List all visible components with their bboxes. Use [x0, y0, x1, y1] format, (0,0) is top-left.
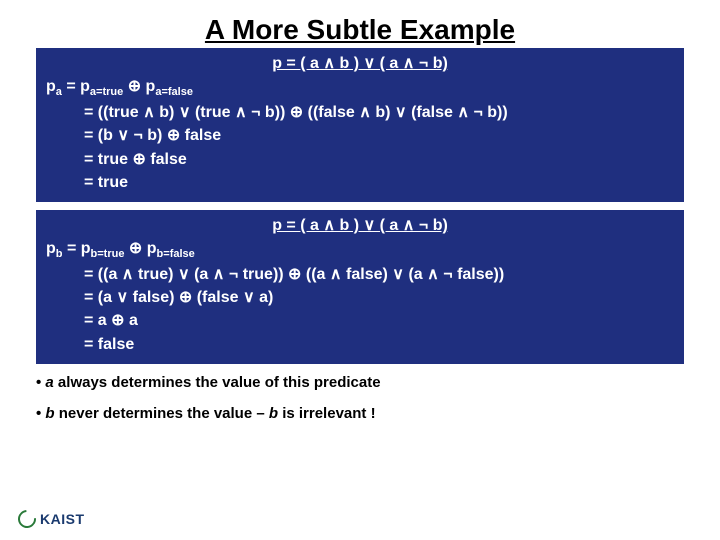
- variable: b: [269, 405, 278, 422]
- formula-line-b2: = ((a ∧ true) ∨ (a ∧ ¬ true)) ⊕ ((a ∧ fa…: [46, 263, 674, 286]
- text: ⊕ p: [123, 78, 155, 95]
- bullet-list: • a always determines the value of this …: [36, 374, 684, 422]
- formula-line-a2: = ((true ∧ b) ∨ (true ∧ ¬ b)) ⊕ ((false …: [46, 101, 674, 124]
- subscript: b=false: [157, 248, 195, 260]
- subscript: b: [56, 248, 63, 260]
- logo-swirl-icon: [14, 506, 39, 531]
- formula-line-a3: = (b ∨ ¬ b) ⊕ false: [46, 124, 674, 147]
- text: p: [46, 78, 56, 95]
- formula-header-a: p = ( a ∧ b ) ∨ ( a ∧ ¬ b): [46, 53, 674, 73]
- bullet-2: • b never determines the value – b is ir…: [36, 405, 684, 422]
- formula-line-b4: = a ⊕ a: [46, 309, 674, 332]
- logo-text: KAIST: [40, 511, 85, 527]
- text: is irrelevant !: [278, 405, 376, 422]
- slide-title: A More Subtle Example: [0, 0, 720, 48]
- text: •: [36, 374, 45, 391]
- formula-line-a5: = true: [46, 171, 674, 194]
- text: = p: [62, 78, 90, 95]
- text: ⊕ p: [124, 240, 156, 257]
- text: never determines the value –: [55, 405, 269, 422]
- formula-header-b: p = ( a ∧ b ) ∨ ( a ∧ ¬ b): [46, 215, 674, 235]
- text: •: [36, 405, 45, 422]
- bullet-1: • a always determines the value of this …: [36, 374, 684, 391]
- formula-line-b5: = false: [46, 333, 674, 356]
- formula-line-a1: pa = pa=true ⊕ pa=false: [46, 75, 674, 101]
- text: p: [46, 240, 56, 257]
- formula-line-b3: = (a ∨ false) ⊕ (false ∨ a): [46, 286, 674, 309]
- text: = p: [63, 240, 91, 257]
- derivation-box-a: p = ( a ∧ b ) ∨ ( a ∧ ¬ b) pa = pa=true …: [36, 48, 684, 202]
- formula-line-a4: = true ⊕ false: [46, 148, 674, 171]
- variable: a: [45, 374, 53, 391]
- derivation-box-b: p = ( a ∧ b ) ∨ ( a ∧ ¬ b) pb = pb=true …: [36, 210, 684, 364]
- subscript: a=true: [90, 86, 123, 98]
- variable: b: [45, 405, 54, 422]
- kaist-logo: KAIST: [18, 510, 85, 528]
- text: always determines the value of this pred…: [54, 374, 381, 391]
- subscript: b=true: [91, 248, 125, 260]
- formula-line-b1: pb = pb=true ⊕ pb=false: [46, 237, 674, 263]
- subscript: a=false: [155, 86, 193, 98]
